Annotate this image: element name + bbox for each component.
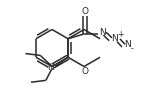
- Text: -: -: [130, 44, 133, 53]
- Text: N: N: [99, 28, 105, 37]
- Text: O: O: [81, 67, 89, 76]
- Text: +: +: [117, 30, 124, 39]
- Text: N: N: [124, 40, 131, 49]
- Text: O: O: [81, 7, 88, 16]
- Text: N: N: [112, 34, 118, 43]
- Text: N: N: [47, 63, 54, 72]
